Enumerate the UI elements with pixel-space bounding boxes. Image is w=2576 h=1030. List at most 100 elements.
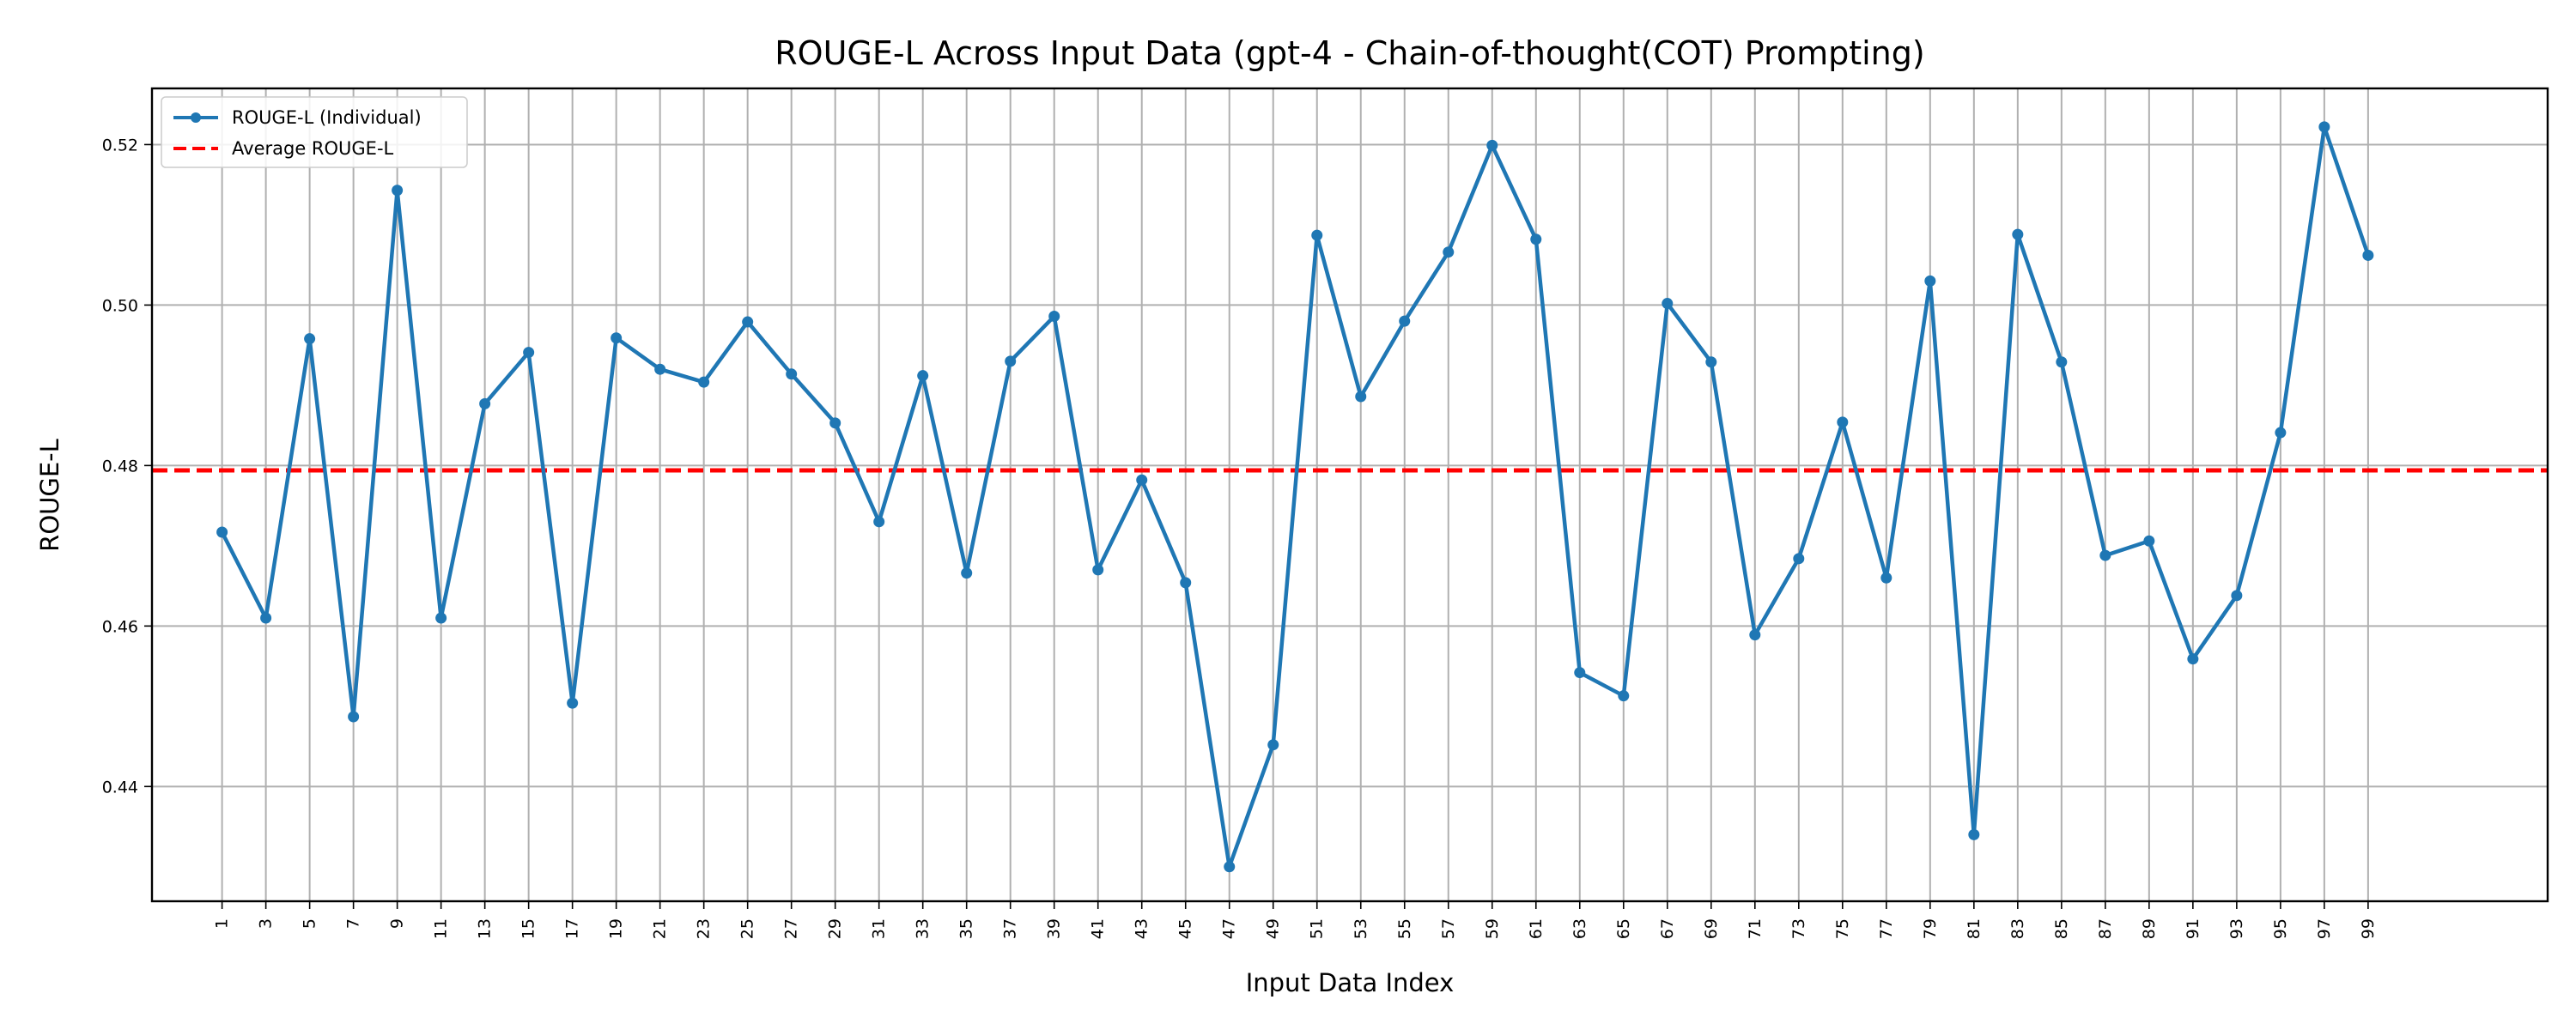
data-point bbox=[2362, 249, 2374, 261]
data-point bbox=[1618, 690, 1630, 702]
x-axis-label: Input Data Index bbox=[1246, 968, 1455, 997]
data-point bbox=[1399, 315, 1411, 327]
x-tick-label: 35 bbox=[957, 918, 976, 939]
x-tick-label: 55 bbox=[1395, 918, 1414, 939]
data-point bbox=[1311, 229, 1323, 241]
data-point bbox=[1662, 298, 1674, 310]
x-tick-label: 97 bbox=[2315, 918, 2334, 939]
x-tick-label: 83 bbox=[2008, 918, 2027, 939]
data-point bbox=[1486, 139, 1498, 151]
y-tick-label: 0.50 bbox=[102, 296, 138, 315]
data-point bbox=[2187, 653, 2199, 665]
series-layer bbox=[216, 121, 2374, 873]
x-tick-label: 25 bbox=[738, 918, 757, 939]
x-tick-label: 79 bbox=[1921, 918, 1940, 939]
x-tick-label: 95 bbox=[2271, 918, 2290, 939]
x-tick-label: 5 bbox=[301, 918, 319, 929]
legend-label-individual: ROUGE-L (Individual) bbox=[232, 107, 422, 128]
data-point bbox=[1749, 629, 1761, 641]
data-point bbox=[1267, 739, 1279, 751]
x-tick-label: 81 bbox=[1965, 918, 1984, 939]
x-tick-label: 49 bbox=[1264, 918, 1283, 939]
data-point bbox=[2318, 121, 2330, 133]
x-tick-label: 89 bbox=[2140, 918, 2159, 939]
data-point bbox=[1530, 233, 1542, 245]
x-tick-label: 19 bbox=[607, 918, 626, 939]
x-tick-label: 65 bbox=[1614, 918, 1633, 939]
data-point bbox=[1793, 553, 1805, 565]
x-tick-label: 41 bbox=[1089, 918, 1108, 939]
data-point bbox=[1355, 391, 1367, 403]
x-tick-label: 93 bbox=[2227, 918, 2246, 939]
data-point bbox=[2099, 549, 2111, 561]
data-point bbox=[1837, 416, 1849, 428]
y-tick-label: 0.46 bbox=[102, 617, 138, 636]
data-point bbox=[917, 370, 929, 382]
data-point bbox=[1180, 577, 1192, 589]
legend: ROUGE-L (Individual) Average ROUGE-L bbox=[161, 96, 468, 168]
data-point bbox=[1443, 246, 1455, 258]
x-tick-label: 57 bbox=[1439, 918, 1458, 939]
data-point bbox=[260, 612, 272, 624]
x-tick-label: 59 bbox=[1483, 918, 1502, 939]
x-tick-label: 27 bbox=[782, 918, 801, 939]
x-tick-label: 31 bbox=[870, 918, 889, 939]
data-point bbox=[2012, 228, 2024, 240]
x-tick-label: 69 bbox=[1702, 918, 1721, 939]
x-tick-label: 9 bbox=[388, 918, 407, 929]
data-point bbox=[304, 333, 316, 345]
x-tick-label: 13 bbox=[476, 918, 495, 939]
data-point bbox=[2143, 535, 2155, 547]
legend-label-average: Average ROUGE-L bbox=[232, 138, 394, 159]
x-tick-label: 99 bbox=[2359, 918, 2378, 939]
data-point bbox=[1574, 667, 1586, 679]
data-point bbox=[611, 332, 623, 344]
data-point bbox=[786, 368, 798, 380]
x-tick-label: 77 bbox=[1877, 918, 1896, 939]
data-point bbox=[2056, 356, 2068, 368]
data-point bbox=[1224, 861, 1236, 873]
x-tick-label: 3 bbox=[257, 918, 276, 929]
data-point bbox=[2275, 427, 2287, 439]
data-point bbox=[567, 697, 579, 709]
data-point bbox=[1136, 474, 1148, 486]
x-tick-label: 71 bbox=[1746, 918, 1765, 939]
y-axis-label: ROUGE-L bbox=[35, 439, 64, 552]
data-point bbox=[1005, 355, 1017, 367]
data-point bbox=[1092, 564, 1104, 576]
x-tick-label: 7 bbox=[344, 918, 363, 929]
legend-marker-individual bbox=[191, 112, 201, 123]
tick-layer: 1 3 5 7 9 11 13 15 17 19 21 23 25 27 29 31 33 35 37 39 41 43 4… bbox=[102, 136, 2378, 939]
x-tick-label: 45 bbox=[1176, 918, 1195, 939]
x-tick-label: 1 bbox=[213, 918, 232, 929]
x-tick-label: 61 bbox=[1527, 918, 1546, 939]
data-point bbox=[479, 397, 491, 409]
data-point bbox=[523, 347, 535, 359]
data-point bbox=[1705, 356, 1717, 368]
data-point bbox=[392, 185, 404, 197]
data-point bbox=[1924, 275, 1936, 287]
data-point bbox=[1880, 572, 1893, 584]
data-point bbox=[698, 376, 710, 388]
x-tick-label: 73 bbox=[1789, 918, 1808, 939]
x-tick-label: 39 bbox=[1045, 918, 1064, 939]
data-point bbox=[742, 316, 754, 328]
legend-box bbox=[161, 96, 468, 168]
y-tick-label: 0.44 bbox=[102, 778, 138, 797]
x-tick-label: 47 bbox=[1220, 918, 1239, 939]
x-tick-label: 23 bbox=[695, 918, 714, 939]
chart-title: ROUGE-L Across Input Data (gpt-4 - Chain… bbox=[775, 34, 1924, 72]
x-tick-label: 87 bbox=[2096, 918, 2115, 939]
x-tick-label: 17 bbox=[563, 918, 582, 939]
data-point bbox=[829, 417, 841, 429]
x-tick-label: 63 bbox=[1571, 918, 1589, 939]
x-tick-label: 75 bbox=[1833, 918, 1852, 939]
data-point bbox=[654, 363, 666, 375]
x-tick-label: 53 bbox=[1352, 918, 1370, 939]
x-tick-label: 37 bbox=[1001, 918, 1020, 939]
x-tick-label: 43 bbox=[1133, 918, 1151, 939]
x-tick-label: 29 bbox=[826, 918, 845, 939]
x-tick-label: 21 bbox=[651, 918, 670, 939]
x-tick-label: 11 bbox=[432, 918, 451, 939]
